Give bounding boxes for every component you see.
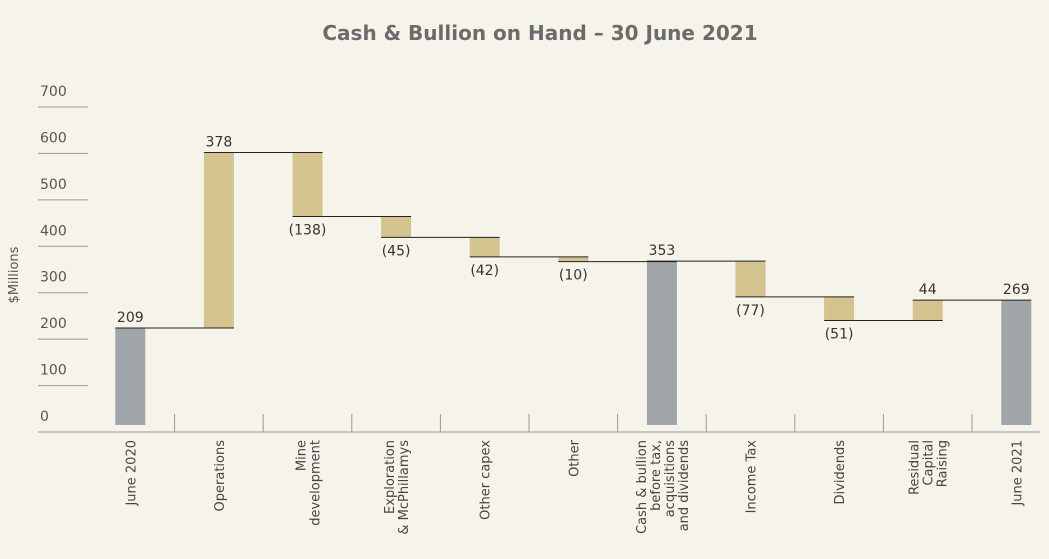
x-tick-label: Operations <box>213 440 228 512</box>
x-tick-label: acquisitions <box>663 440 678 518</box>
y-tick-label: 700 <box>40 84 67 100</box>
x-tick-label: Other <box>567 439 582 477</box>
x-tick-label: Mine <box>295 440 310 471</box>
value-label: (51) <box>825 327 854 343</box>
value-label: 378 <box>206 134 233 150</box>
bar <box>646 261 677 425</box>
x-tick-label: Cash & bullion <box>635 440 650 534</box>
value-label: (138) <box>289 223 327 239</box>
x-tick-label: before tax, <box>649 440 664 511</box>
y-tick-label: 0 <box>40 409 49 425</box>
x-tick-label: Income Tax <box>745 440 760 514</box>
x-tick-label: Other capex <box>479 440 494 520</box>
x-tick-label: June 2021 <box>1010 440 1025 507</box>
bar <box>824 296 855 321</box>
bar <box>912 300 943 321</box>
x-tick-label: development <box>309 440 324 526</box>
bar <box>203 152 234 328</box>
bar <box>735 261 766 297</box>
y-tick-label: 500 <box>40 177 67 193</box>
y-tick-label: 400 <box>40 223 67 239</box>
value-label: 353 <box>649 243 676 259</box>
value-label: (42) <box>470 263 499 279</box>
value-label: (77) <box>736 303 765 319</box>
value-label: 269 <box>1003 282 1030 298</box>
bar <box>1001 300 1032 425</box>
bar <box>115 327 146 425</box>
y-tick-label: 600 <box>40 130 67 146</box>
y-tick-label: 200 <box>40 316 67 332</box>
x-tick-label: Raising <box>936 440 951 487</box>
x-tick-label: Capital <box>922 440 937 486</box>
chart-title: Cash & Bullion on Hand – 30 June 2021 <box>322 21 757 45</box>
value-label: 44 <box>919 282 937 298</box>
bar <box>381 216 412 238</box>
value-label: (10) <box>559 268 588 284</box>
bar <box>558 256 589 262</box>
bar <box>292 152 323 217</box>
x-tick-label: June 2020 <box>124 440 139 507</box>
value-label: (45) <box>382 243 411 259</box>
value-label: 209 <box>117 310 144 326</box>
bar <box>469 237 500 257</box>
y-tick-label: 300 <box>40 270 67 286</box>
x-tick-label: & McPhillamys <box>397 440 412 535</box>
x-tick-label: and dividends <box>677 440 692 532</box>
x-tick-label: Dividends <box>833 440 848 505</box>
y-axis-label: $Millions <box>7 246 22 303</box>
x-tick-label: Exploration <box>383 440 398 514</box>
y-tick-label: 100 <box>40 363 67 379</box>
x-tick-label: Residual <box>908 440 923 495</box>
